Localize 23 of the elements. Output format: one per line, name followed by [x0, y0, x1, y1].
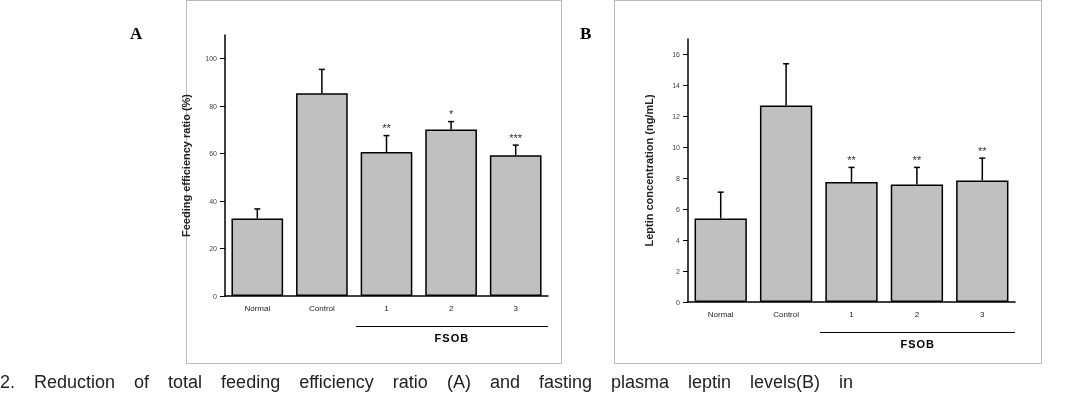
chart-title: B: [580, 24, 592, 43]
annotation: **: [847, 153, 857, 166]
x-tick-label: 2: [914, 309, 920, 319]
annotation: **: [978, 144, 988, 157]
y-axis-title: Leptin concentration (ng/mL): [642, 94, 655, 247]
text: FSOB: [899, 338, 936, 350]
x-tick-label: Normal: [707, 309, 734, 319]
x-tick-label: 2: [448, 303, 454, 313]
x-tick-label: Control: [773, 309, 800, 319]
text: FSOB: [433, 332, 471, 344]
x-tick-label: Control: [309, 303, 336, 313]
chart-title: A: [130, 24, 143, 43]
x-tick-label: Normal: [244, 303, 271, 313]
annotation: *: [448, 108, 454, 121]
annotation: ***: [509, 131, 523, 144]
x-tick-label: 3: [513, 303, 519, 313]
x-tick-label: 1: [384, 303, 390, 313]
y-axis-title: Feeding efficiency ratio (%): [179, 93, 192, 238]
x-tick-label: 1: [849, 309, 855, 319]
text: 2. Reduction of total feeding efficiency ratio (A) and fasting plasma leptin levels(B) in: [0, 372, 855, 393]
annotation: **: [912, 153, 922, 166]
x-tick-label: 3: [980, 309, 986, 319]
annotation: **: [382, 122, 392, 135]
